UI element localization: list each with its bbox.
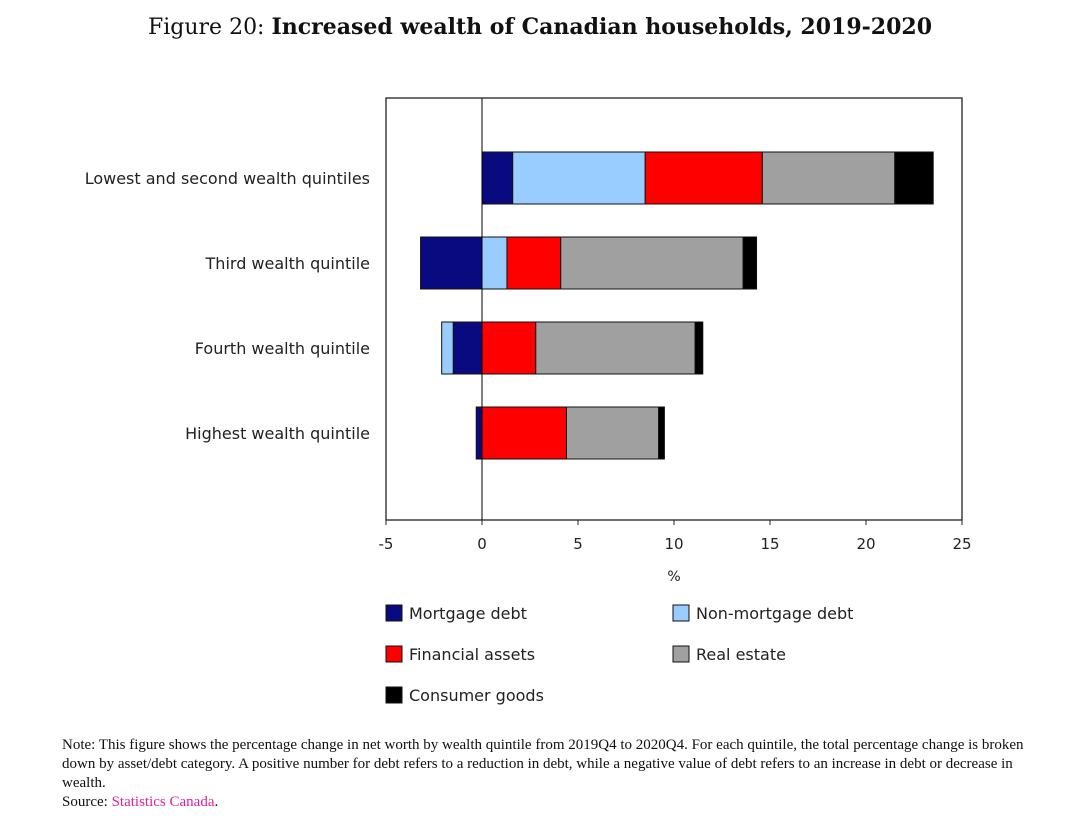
x-tick-label-5: 20 (856, 535, 875, 553)
legend-label-non-mortgage-debt: Non-mortgage debt (696, 604, 853, 623)
x-tick-label-1: 0 (477, 535, 487, 553)
x-tick-label-2: 5 (573, 535, 583, 553)
note-text: Note: This figure shows the percentage c… (62, 737, 1024, 791)
x-axis-label: % (667, 569, 680, 585)
bar-non-mortgage-debt-2 (481, 236, 508, 290)
category-label-lowest-and-second-wealth-quintiles: Lowest and second wealth quintiles (85, 169, 370, 188)
legend-label-financial-assets: Financial assets (409, 645, 535, 664)
bar-non-mortgage-debt-3 (441, 321, 454, 375)
bar-mortgage-debt-4 (475, 406, 483, 460)
bar-financial-assets-3 (481, 321, 537, 375)
bar-non-mortgage-debt-1 (512, 151, 646, 205)
legend-swatch-non-mortgage-debt (672, 604, 690, 622)
legend-label-consumer-goods: Consumer goods (409, 686, 544, 705)
figure-label: Figure 20: (147, 15, 265, 40)
category-label-highest-wealth-quintile: Highest wealth quintile (185, 424, 370, 443)
legend-swatch-consumer-goods (385, 686, 403, 704)
x-tick-label-3: 10 (664, 535, 683, 553)
stacked-bar-chart: -5 0 5 10 15 20 25% Lowest and second wealth q… (85, 97, 972, 705)
x-tick-label-4: 15 (760, 535, 779, 553)
bar-mortgage-debt-2 (420, 236, 483, 290)
legend-swatch-real-estate (672, 645, 690, 663)
legend-label-mortgage-debt: Mortgage debt (409, 604, 527, 623)
figure-title-text: Increased wealth of Canadian households,… (271, 14, 933, 40)
category-label-third-wealth-quintile: Third wealth quintile (205, 254, 370, 273)
bar-real-estate-1 (761, 151, 896, 205)
category-label-fourth-wealth-quintile: Fourth wealth quintile (195, 339, 370, 358)
source-end: . (214, 794, 219, 810)
figure-title: Figure 20: Increased wealth of Canadian … (0, 14, 1080, 40)
bar-real-estate-3 (535, 321, 696, 375)
legend-swatch-mortgage-debt (385, 604, 403, 622)
bar-consumer-goods-3 (694, 321, 704, 375)
bar-consumer-goods-1 (894, 151, 934, 205)
source-link[interactable]: Statistics Canada (111, 794, 215, 810)
bar-consumer-goods-4 (658, 406, 665, 460)
bar-mortgage-debt-3 (452, 321, 483, 375)
x-tick-label-6: 25 (952, 535, 971, 553)
bar-mortgage-debt-1 (481, 151, 514, 205)
x-tick-label-0: -5 (379, 535, 394, 553)
figure-note: Note: This figure shows the percentage c… (62, 736, 1042, 812)
legend-label-real-estate: Real estate (696, 645, 786, 664)
bar-financial-assets-4 (481, 406, 567, 460)
source-label: Source: (62, 794, 108, 810)
legend-swatch-financial-assets (385, 645, 403, 663)
bar-consumer-goods-2 (742, 236, 758, 290)
bar-financial-assets-2 (506, 236, 562, 290)
bar-real-estate-4 (565, 406, 660, 460)
bar-financial-assets-1 (644, 151, 763, 205)
bar-real-estate-2 (560, 236, 744, 290)
